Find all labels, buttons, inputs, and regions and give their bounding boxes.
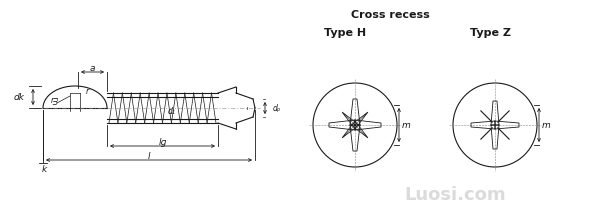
Text: a: a xyxy=(90,63,95,73)
Text: d₁: d₁ xyxy=(168,106,176,116)
Text: Type Z: Type Z xyxy=(470,28,511,38)
Text: Luosi.com: Luosi.com xyxy=(404,186,506,204)
Text: Cross recess: Cross recess xyxy=(350,10,430,20)
Text: m: m xyxy=(401,121,410,129)
Text: k: k xyxy=(41,164,47,174)
Text: r: r xyxy=(85,86,89,95)
Text: lɡ: lɡ xyxy=(158,138,167,146)
Text: m: m xyxy=(542,121,550,129)
Text: l: l xyxy=(148,151,150,161)
Text: Type H: Type H xyxy=(324,28,366,38)
Text: dₚ: dₚ xyxy=(273,103,281,112)
Text: rᴟ: rᴟ xyxy=(51,95,59,105)
Text: dk: dk xyxy=(14,93,25,101)
